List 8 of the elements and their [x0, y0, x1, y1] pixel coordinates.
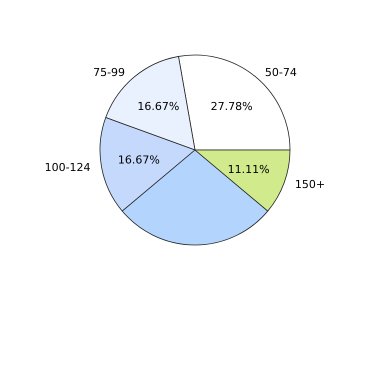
data-label: 16.67%: [118, 153, 160, 166]
slice-label: 50-74: [264, 66, 297, 80]
slice-label: 75-99: [93, 66, 126, 80]
data-label: 16.67%: [137, 100, 180, 113]
slice-label: 150+: [294, 178, 326, 192]
data-label: 27.78%: [210, 100, 253, 113]
data-label: 11.11%: [228, 162, 270, 176]
slice-label: 100-124: [44, 161, 91, 174]
